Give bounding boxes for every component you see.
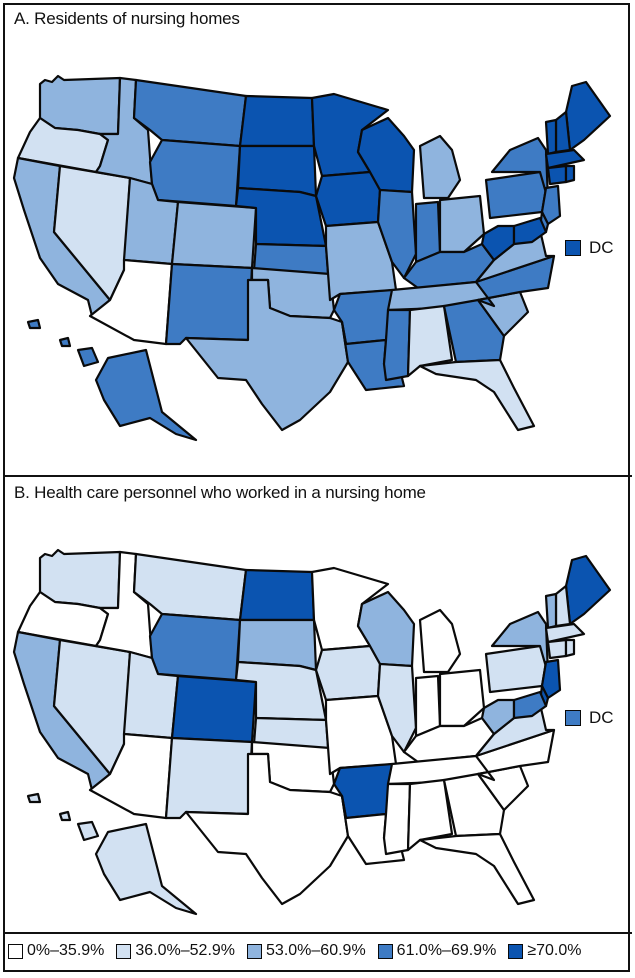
state-fl [418,358,536,432]
state-wy [148,138,242,208]
panel-b-map [12,548,612,916]
state-ak [94,822,198,916]
state-vt [544,592,558,630]
panel-divider [3,475,632,477]
legend-swatch [508,943,524,959]
state-nj [540,658,562,700]
state-co [170,200,258,270]
figure-frame [3,3,630,972]
panel-b-dc-key: DC [565,708,614,728]
state-md [512,690,548,720]
legend-item: 53.0%–60.9% [247,942,366,960]
state-ri [564,164,576,184]
legend-item: 61.0%–69.9% [377,942,497,960]
state-ia [314,644,382,702]
legend-label: 0%–35.9% [27,942,105,959]
state-nd [238,568,316,622]
state-ms [382,782,412,856]
state-oh [438,194,486,254]
state-pa [484,170,548,220]
state-pa [484,644,548,694]
state-al [406,778,454,852]
legend-divider [3,932,632,934]
legend-label: 53.0%–60.9% [266,942,366,959]
state-fl [418,832,536,906]
panel-a-dc-key: DC [565,238,614,258]
state-nm [164,736,254,820]
state-wy [148,612,242,682]
state-mt [132,552,248,622]
state-md [512,216,548,246]
state-vt [544,118,558,156]
state-ma [544,622,586,644]
state-nj [540,184,562,226]
state-co [170,674,258,744]
state-ct [546,638,568,660]
panel-a-dc-swatch [565,240,581,256]
legend-swatch [116,943,132,959]
legend-item: 36.0%–52.9% [116,942,235,960]
panel-a-dc-label: DC [589,238,614,257]
state-ia [314,170,382,228]
state-ny [490,610,550,676]
state-oh [438,668,486,728]
state-tx [184,278,350,432]
state-nd [238,94,316,148]
legend: 0%–35.9% 36.0%–52.9% 53.0%–60.9% 61.0%–6… [8,942,593,960]
state-nm [164,262,254,346]
legend-swatch [377,943,393,959]
panel-a-title: A. Residents of nursing homes [14,9,240,28]
state-mi [418,134,462,200]
state-hi [26,792,100,842]
legend-item: ≥70.0% [508,942,581,960]
state-me [564,80,612,152]
state-mi [418,608,462,674]
legend-label: ≥70.0% [527,942,582,959]
panel-b-dc-swatch [565,710,581,726]
state-ma [544,148,586,170]
legend-swatch [8,943,23,959]
legend-item: 0%–35.9% [8,942,104,960]
state-mt [132,78,248,148]
state-me [564,554,612,626]
state-ri [564,638,576,658]
state-tx [184,752,350,906]
state-ny [490,136,550,202]
legend-swatch [247,943,263,959]
state-hi [26,318,100,368]
legend-label: 36.0%–52.9% [135,942,236,959]
panel-b-dc-label: DC [589,708,614,727]
panel-a-map [12,74,612,442]
state-ak [94,348,198,442]
state-ct [546,164,568,186]
state-al [406,304,454,378]
legend-label: 61.0%–69.9% [396,942,497,959]
state-ms [382,308,412,382]
panel-b-title: B. Health care personnel who worked in a… [14,483,426,502]
